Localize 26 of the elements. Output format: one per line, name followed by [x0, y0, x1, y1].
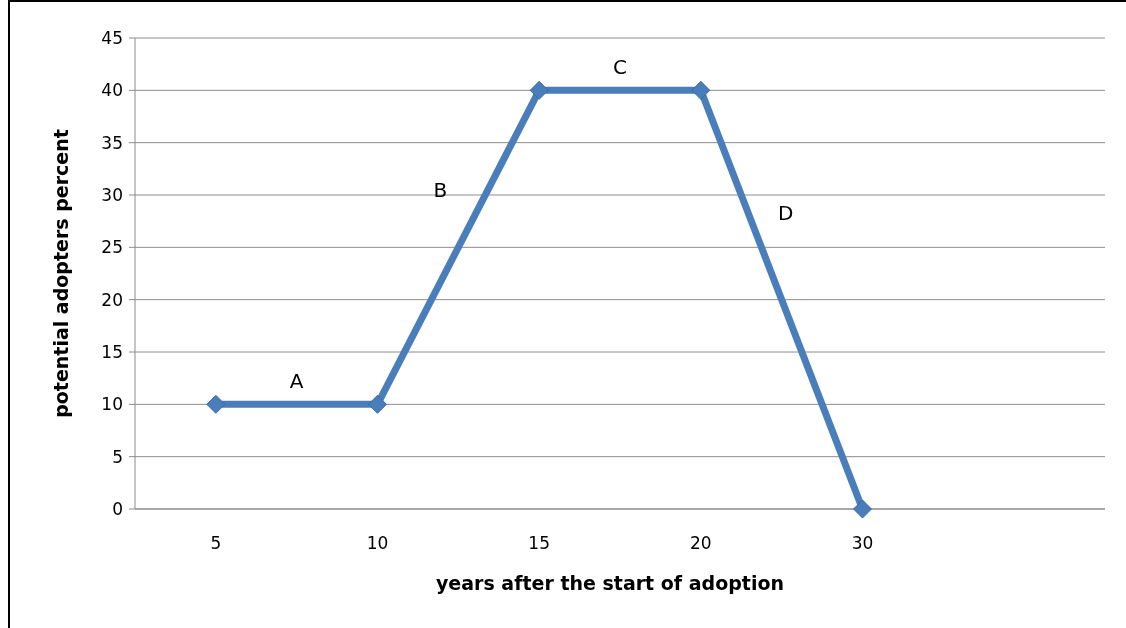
x-tick-label: 15: [528, 533, 550, 553]
y-tick-label: 15: [101, 341, 123, 362]
annotation: B: [433, 178, 448, 203]
annotation: D: [777, 200, 794, 225]
y-tick-label: 5: [112, 446, 123, 467]
point: [206, 394, 226, 414]
point: [368, 394, 387, 414]
y-tick-label: 45: [101, 27, 123, 48]
x-tick-label: 20: [690, 533, 712, 553]
y-tick-label: 30: [101, 184, 123, 205]
point: [853, 499, 872, 519]
annotation: A: [289, 369, 304, 394]
x-axis-title: years after the start of adoption: [435, 572, 785, 594]
y-tick-label: 10: [101, 394, 123, 415]
y-tick-label: 20: [101, 289, 123, 310]
y-tick-label: 0: [112, 498, 123, 519]
annotation: C: [613, 55, 627, 80]
y-tick-label: 40: [101, 80, 123, 101]
point: [691, 80, 711, 100]
x-tick-label: 10: [366, 533, 389, 553]
x-tick-label: 5: [210, 533, 222, 553]
y-axis-title: potential adopters percent: [50, 129, 72, 418]
point: [529, 80, 549, 100]
y-tick-label: 35: [101, 132, 123, 153]
x-tick-label: 30: [851, 533, 874, 553]
y-tick-label: 25: [101, 237, 123, 258]
